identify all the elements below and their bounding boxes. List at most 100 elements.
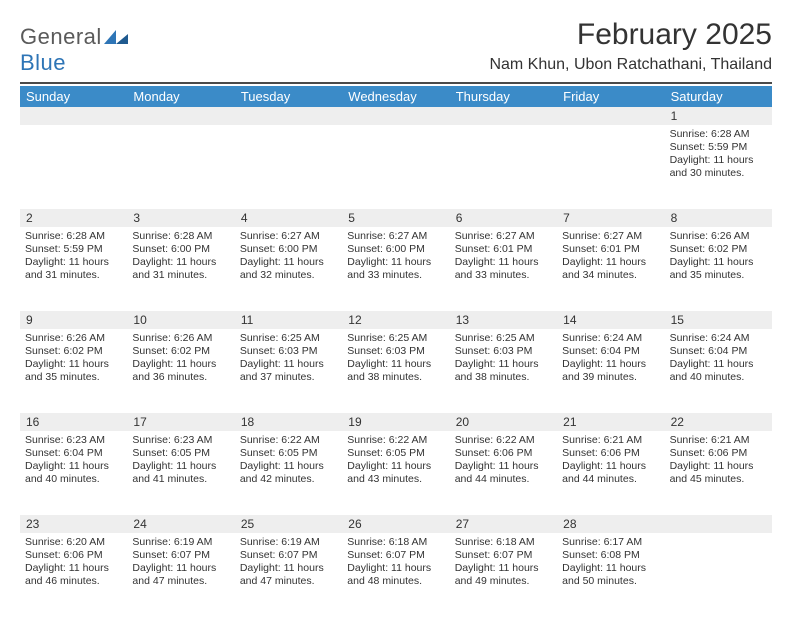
day-number-band: 9101112131415 xyxy=(20,311,772,329)
daylight-text: Daylight: 11 hours and 45 minutes. xyxy=(670,460,767,486)
daylight-text: Daylight: 11 hours and 35 minutes. xyxy=(25,358,122,384)
sunset-text: Sunset: 6:02 PM xyxy=(670,243,767,256)
sunset-text: Sunset: 6:00 PM xyxy=(240,243,337,256)
day-cell: Sunrise: 6:22 AMSunset: 6:06 PMDaylight:… xyxy=(450,431,557,515)
day-number: 10 xyxy=(127,311,234,329)
day-number-band: 2345678 xyxy=(20,209,772,227)
sunset-text: Sunset: 6:06 PM xyxy=(562,447,659,460)
sunset-text: Sunset: 6:04 PM xyxy=(562,345,659,358)
day-number xyxy=(665,515,772,533)
sunrise-text: Sunrise: 6:24 AM xyxy=(562,332,659,345)
day-cell xyxy=(20,125,127,209)
sunrise-text: Sunrise: 6:27 AM xyxy=(240,230,337,243)
day-cell xyxy=(450,125,557,209)
day-cell: Sunrise: 6:23 AMSunset: 6:04 PMDaylight:… xyxy=(20,431,127,515)
sunset-text: Sunset: 6:05 PM xyxy=(132,447,229,460)
sunrise-text: Sunrise: 6:19 AM xyxy=(132,536,229,549)
day-cell: Sunrise: 6:26 AMSunset: 6:02 PMDaylight:… xyxy=(20,329,127,413)
sunset-text: Sunset: 6:06 PM xyxy=(670,447,767,460)
day-number xyxy=(450,107,557,125)
weekday-wednesday: Wednesday xyxy=(342,86,449,107)
day-number: 6 xyxy=(450,209,557,227)
title-block: February 2025 Nam Khun, Ubon Ratchathani… xyxy=(489,18,772,74)
daylight-text: Daylight: 11 hours and 38 minutes. xyxy=(347,358,444,384)
daylight-text: Daylight: 11 hours and 50 minutes. xyxy=(562,562,659,588)
sunset-text: Sunset: 5:59 PM xyxy=(25,243,122,256)
day-cell: Sunrise: 6:25 AMSunset: 6:03 PMDaylight:… xyxy=(342,329,449,413)
day-number: 24 xyxy=(127,515,234,533)
weekday-monday: Monday xyxy=(127,86,234,107)
day-cell: Sunrise: 6:27 AMSunset: 6:00 PMDaylight:… xyxy=(342,227,449,311)
day-number: 7 xyxy=(557,209,664,227)
day-cell: Sunrise: 6:24 AMSunset: 6:04 PMDaylight:… xyxy=(665,329,772,413)
day-cell: Sunrise: 6:22 AMSunset: 6:05 PMDaylight:… xyxy=(342,431,449,515)
daylight-text: Daylight: 11 hours and 44 minutes. xyxy=(455,460,552,486)
sunset-text: Sunset: 6:01 PM xyxy=(455,243,552,256)
day-cell: Sunrise: 6:22 AMSunset: 6:05 PMDaylight:… xyxy=(235,431,342,515)
sunrise-text: Sunrise: 6:26 AM xyxy=(670,230,767,243)
daylight-text: Daylight: 11 hours and 41 minutes. xyxy=(132,460,229,486)
sunrise-text: Sunrise: 6:24 AM xyxy=(670,332,767,345)
day-number: 3 xyxy=(127,209,234,227)
day-number: 13 xyxy=(450,311,557,329)
day-cell xyxy=(235,125,342,209)
weekday-thursday: Thursday xyxy=(450,86,557,107)
brand-text-bottom: Blue xyxy=(20,50,66,75)
day-number: 8 xyxy=(665,209,772,227)
day-cell: Sunrise: 6:19 AMSunset: 6:07 PMDaylight:… xyxy=(235,533,342,617)
sunset-text: Sunset: 6:00 PM xyxy=(347,243,444,256)
day-cell: Sunrise: 6:18 AMSunset: 6:07 PMDaylight:… xyxy=(450,533,557,617)
header: General Blue February 2025 Nam Khun, Ubo… xyxy=(20,18,772,76)
daylight-text: Daylight: 11 hours and 44 minutes. xyxy=(562,460,659,486)
daylight-text: Daylight: 11 hours and 49 minutes. xyxy=(455,562,552,588)
daylight-text: Daylight: 11 hours and 42 minutes. xyxy=(240,460,337,486)
day-cell xyxy=(342,125,449,209)
sunrise-text: Sunrise: 6:22 AM xyxy=(455,434,552,447)
sunrise-text: Sunrise: 6:26 AM xyxy=(25,332,122,345)
sunset-text: Sunset: 6:04 PM xyxy=(25,447,122,460)
day-number: 19 xyxy=(342,413,449,431)
sunrise-text: Sunrise: 6:18 AM xyxy=(455,536,552,549)
daylight-text: Daylight: 11 hours and 47 minutes. xyxy=(240,562,337,588)
daylight-text: Daylight: 11 hours and 40 minutes. xyxy=(670,358,767,384)
day-cell: Sunrise: 6:21 AMSunset: 6:06 PMDaylight:… xyxy=(665,431,772,515)
sunset-text: Sunset: 6:04 PM xyxy=(670,345,767,358)
day-cell: Sunrise: 6:26 AMSunset: 6:02 PMDaylight:… xyxy=(665,227,772,311)
daylight-text: Daylight: 11 hours and 33 minutes. xyxy=(455,256,552,282)
weekday-tuesday: Tuesday xyxy=(235,86,342,107)
daylight-text: Daylight: 11 hours and 31 minutes. xyxy=(132,256,229,282)
sunset-text: Sunset: 6:07 PM xyxy=(240,549,337,562)
day-number: 27 xyxy=(450,515,557,533)
day-number: 20 xyxy=(450,413,557,431)
day-number-band: 16171819202122 xyxy=(20,413,772,431)
day-cell: Sunrise: 6:27 AMSunset: 6:00 PMDaylight:… xyxy=(235,227,342,311)
weekday-saturday: Saturday xyxy=(665,86,772,107)
sunrise-text: Sunrise: 6:23 AM xyxy=(25,434,122,447)
day-number: 28 xyxy=(557,515,664,533)
sunset-text: Sunset: 6:05 PM xyxy=(347,447,444,460)
day-cell: Sunrise: 6:23 AMSunset: 6:05 PMDaylight:… xyxy=(127,431,234,515)
sunrise-text: Sunrise: 6:21 AM xyxy=(670,434,767,447)
daylight-text: Daylight: 11 hours and 47 minutes. xyxy=(132,562,229,588)
weekday-friday: Friday xyxy=(557,86,664,107)
daylight-text: Daylight: 11 hours and 34 minutes. xyxy=(562,256,659,282)
sunrise-text: Sunrise: 6:17 AM xyxy=(562,536,659,549)
day-cell: Sunrise: 6:24 AMSunset: 6:04 PMDaylight:… xyxy=(557,329,664,413)
daylight-text: Daylight: 11 hours and 40 minutes. xyxy=(25,460,122,486)
daylight-text: Daylight: 11 hours and 33 minutes. xyxy=(347,256,444,282)
day-number: 1 xyxy=(665,107,772,125)
sunset-text: Sunset: 6:00 PM xyxy=(132,243,229,256)
day-cell: Sunrise: 6:28 AMSunset: 5:59 PMDaylight:… xyxy=(665,125,772,209)
sunset-text: Sunset: 6:02 PM xyxy=(132,345,229,358)
sunrise-text: Sunrise: 6:25 AM xyxy=(240,332,337,345)
day-cell: Sunrise: 6:21 AMSunset: 6:06 PMDaylight:… xyxy=(557,431,664,515)
sunrise-text: Sunrise: 6:28 AM xyxy=(25,230,122,243)
day-number: 2 xyxy=(20,209,127,227)
day-number: 17 xyxy=(127,413,234,431)
sunset-text: Sunset: 6:01 PM xyxy=(562,243,659,256)
day-cell: Sunrise: 6:25 AMSunset: 6:03 PMDaylight:… xyxy=(450,329,557,413)
sunrise-text: Sunrise: 6:19 AM xyxy=(240,536,337,549)
calendar-week-row: Sunrise: 6:23 AMSunset: 6:04 PMDaylight:… xyxy=(20,431,772,515)
sunset-text: Sunset: 6:07 PM xyxy=(455,549,552,562)
calendar-week-row: Sunrise: 6:20 AMSunset: 6:06 PMDaylight:… xyxy=(20,533,772,617)
